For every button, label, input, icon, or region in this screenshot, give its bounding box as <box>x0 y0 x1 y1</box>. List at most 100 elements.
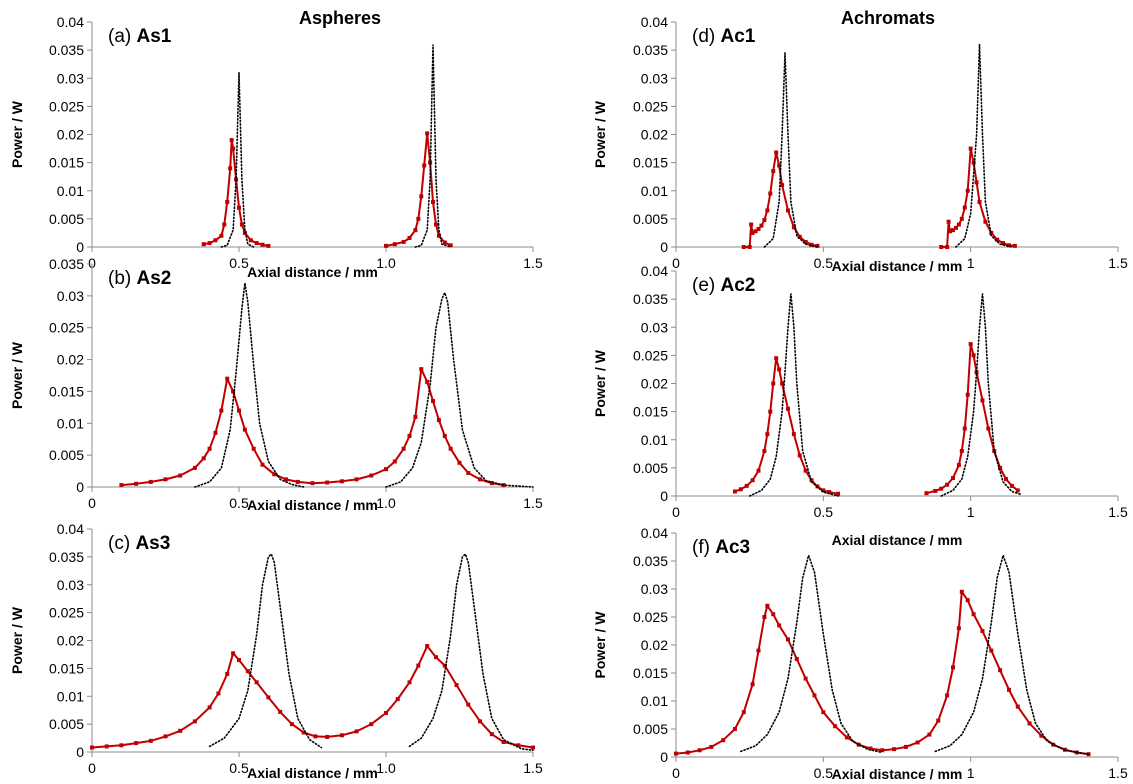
series-line-simulated <box>934 552 1090 756</box>
data-point <box>237 658 241 663</box>
series-line-measured <box>734 357 839 495</box>
data-point <box>945 245 950 249</box>
panel-label-name: As2 <box>137 268 172 289</box>
left-column-title: Aspheres <box>299 8 381 28</box>
y-tick-label: 0 <box>76 239 84 255</box>
series-line-simulated <box>194 282 305 488</box>
data-point <box>325 734 330 739</box>
data-point <box>425 131 430 136</box>
y-axis-label: Power / W <box>9 100 25 168</box>
data-point <box>425 644 430 649</box>
data-point <box>980 398 985 403</box>
data-point <box>260 242 265 247</box>
y-tick-label: 0.01 <box>57 183 84 199</box>
data-point <box>239 222 244 227</box>
y-tick-label: 0.04 <box>641 263 668 279</box>
data-point <box>762 218 767 222</box>
data-point <box>747 245 752 249</box>
data-point <box>732 489 737 494</box>
panel-ac3: 0 0.005 0.01 0.015 0.02 0.025 0.03 0.035 0.04 0 0.… <box>592 525 1128 782</box>
data-point <box>278 709 283 714</box>
y-tick-label: 0.03 <box>641 581 668 597</box>
data-point <box>431 200 436 204</box>
data-point <box>254 680 259 685</box>
x-tick-label: 0 <box>88 760 96 776</box>
data-point <box>1027 721 1032 726</box>
data-point <box>448 446 453 451</box>
y-tick-label: 0.025 <box>633 98 668 114</box>
data-point <box>768 409 773 414</box>
y-tick-label: 0.015 <box>633 665 668 681</box>
series-line-simulated <box>208 552 323 749</box>
data-point <box>936 718 941 723</box>
data-point <box>759 223 764 228</box>
data-point <box>384 243 388 248</box>
data-point <box>422 163 427 168</box>
data-point <box>448 243 453 248</box>
panel-label-name: Ac3 <box>715 537 750 558</box>
y-tick-label: 0.035 <box>633 42 668 58</box>
x-tick-label: 0.5 <box>814 255 834 271</box>
y-tick-label: 0.02 <box>641 637 668 653</box>
data-point <box>844 735 849 740</box>
x-tick-label: 1.5 <box>1108 504 1128 520</box>
x-tick-label: 0.5 <box>229 495 249 511</box>
data-point <box>950 665 955 670</box>
data-point <box>965 392 970 397</box>
panel-label: (a) As1 <box>108 26 172 47</box>
x-axis-label: Axial distance / mm <box>247 765 378 781</box>
x-tick-label: 0 <box>672 255 680 271</box>
data-point <box>983 219 988 224</box>
y-tick-label: 0.01 <box>57 688 84 704</box>
y-tick-label: 0 <box>76 744 84 760</box>
data-point <box>803 676 808 681</box>
y-tick-label: 0.005 <box>633 460 668 476</box>
data-point <box>945 482 950 487</box>
data-point <box>780 183 785 188</box>
y-tick-label: 0.025 <box>633 609 668 625</box>
data-point <box>756 648 761 653</box>
data-point <box>310 481 315 486</box>
data-point <box>709 744 714 749</box>
data-point <box>962 205 967 210</box>
data-point <box>797 234 802 239</box>
data-point <box>756 468 761 473</box>
data-point <box>927 732 932 737</box>
data-point <box>225 671 230 676</box>
data-point <box>933 488 938 493</box>
y-tick-label: 0.02 <box>641 127 668 143</box>
y-tick-label: 0.04 <box>57 521 84 537</box>
data-point <box>466 702 471 707</box>
x-tick-label: 0 <box>88 255 96 271</box>
y-tick-label: 0.01 <box>641 432 668 448</box>
data-point <box>1001 241 1006 246</box>
panel-label-name: Ac1 <box>721 26 756 47</box>
data-point <box>266 695 271 700</box>
data-point <box>454 683 459 688</box>
y-tick-label: 0.005 <box>49 447 84 463</box>
data-point <box>721 738 726 743</box>
data-point <box>1039 733 1044 738</box>
series-line-simulated <box>220 72 255 248</box>
data-point <box>939 245 944 249</box>
data-point <box>959 216 964 221</box>
x-tick-label: 1.5 <box>523 760 543 776</box>
data-point <box>442 663 447 668</box>
y-tick-label: 0.035 <box>49 256 84 272</box>
data-point <box>945 693 950 698</box>
data-point <box>407 680 412 685</box>
data-point <box>119 743 124 748</box>
data-point <box>407 434 412 439</box>
data-point <box>478 477 483 482</box>
data-point <box>968 146 973 151</box>
data-point <box>163 477 168 482</box>
data-point <box>245 669 250 674</box>
data-point <box>1012 243 1017 248</box>
data-point <box>231 651 236 656</box>
y-tick-label: 0.035 <box>633 553 668 569</box>
y-axis-label: Power / W <box>592 349 608 417</box>
panel-as3: 0 0.005 0.01 0.015 0.02 0.025 0.03 0.035 0.04 0 0.… <box>9 521 543 781</box>
data-point <box>192 719 197 724</box>
data-point <box>207 705 212 710</box>
